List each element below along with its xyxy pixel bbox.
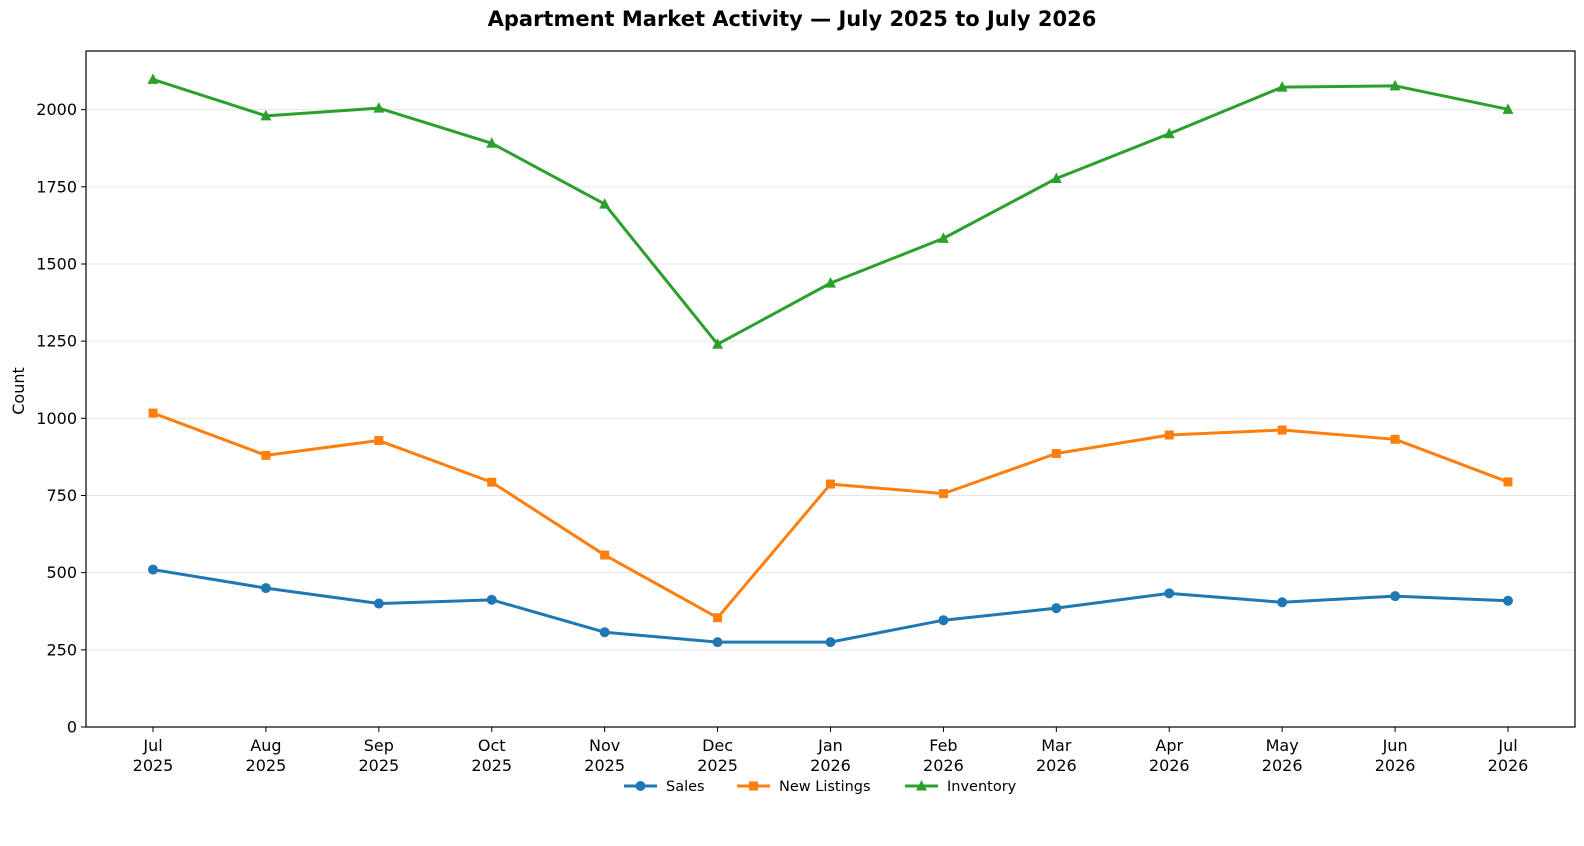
data-point-new-listings xyxy=(1164,430,1174,440)
x-tick-label-month: May xyxy=(1266,736,1299,755)
y-tick-label: 1250 xyxy=(36,332,77,351)
data-point-inventory xyxy=(1163,127,1175,139)
legend-label-inventory: Inventory xyxy=(947,779,1017,795)
legend-label-sales: Sales xyxy=(666,779,705,795)
data-point-inventory xyxy=(1389,79,1401,91)
x-tick-label-year: 2025 xyxy=(358,756,399,775)
data-point-sales xyxy=(1277,597,1288,608)
y-tick-label: 500 xyxy=(46,563,77,582)
x-tick-label-month: Nov xyxy=(589,736,620,755)
data-point-sales xyxy=(1503,595,1513,606)
x-tick-label-year: 2026 xyxy=(1262,756,1303,775)
data-point-sales xyxy=(825,637,836,648)
x-tick-label-year: 2025 xyxy=(697,756,738,775)
legend-marker-inventory xyxy=(916,780,927,791)
data-point-sales xyxy=(1164,588,1175,599)
plot-area-frame xyxy=(85,50,1576,728)
data-point-new-listings xyxy=(1390,434,1400,444)
x-tick-label-month: Aug xyxy=(250,736,281,755)
data-point-sales xyxy=(486,594,497,605)
data-point-inventory xyxy=(599,198,611,209)
data-point-new-listings xyxy=(1503,477,1513,487)
x-tick-label-year: 2026 xyxy=(1036,756,1077,775)
chart-title: Apartment Market Activity — July 2025 to… xyxy=(488,7,1097,31)
data-point-sales xyxy=(1390,591,1401,602)
data-point-sales xyxy=(1051,603,1062,614)
x-tick-label-month: Jul xyxy=(1497,736,1517,755)
data-point-sales xyxy=(938,615,949,626)
data-point-new-listings xyxy=(826,479,835,489)
data-point-inventory xyxy=(1502,103,1514,114)
x-tick-label-month: Sep xyxy=(364,736,394,755)
x-tick-label-year: 2026 xyxy=(1488,756,1529,775)
data-point-sales xyxy=(712,637,723,648)
x-tick-label-year: 2025 xyxy=(471,756,512,775)
x-tick-label-year: 2026 xyxy=(810,756,851,775)
data-point-new-listings xyxy=(487,477,497,487)
x-tick-label-month: Mar xyxy=(1041,736,1072,755)
data-point-inventory xyxy=(1276,81,1288,92)
y-tick-label: 250 xyxy=(46,640,77,659)
data-point-inventory xyxy=(260,109,272,121)
data-point-new-listings xyxy=(374,436,384,446)
x-tick-label-year: 2026 xyxy=(1375,756,1416,775)
data-point-inventory xyxy=(825,277,836,288)
y-tick-label: 2000 xyxy=(36,100,77,119)
data-point-new-listings xyxy=(1277,425,1287,435)
x-tick-label-month: Feb xyxy=(929,736,957,755)
legend-marker-new-listings xyxy=(749,781,758,791)
data-point-inventory xyxy=(486,137,498,148)
data-point-new-listings xyxy=(600,550,610,560)
y-tick-label: 0 xyxy=(67,718,77,737)
data-point-sales xyxy=(599,627,610,638)
legend: Sales New Listings Inventory xyxy=(624,779,1017,795)
x-tick-label-year: 2025 xyxy=(584,756,625,775)
x-tick-label-month: Jun xyxy=(1382,736,1408,755)
data-point-inventory xyxy=(712,338,724,349)
y-tick-label: 1750 xyxy=(36,177,77,196)
gridlines xyxy=(86,109,1575,651)
data-point-sales xyxy=(148,564,158,575)
data-point-new-listings xyxy=(713,613,723,623)
x-tick-label-month: Oct xyxy=(478,736,506,755)
data-point-new-listings xyxy=(148,408,158,418)
x-tick-label-year: 2026 xyxy=(1149,756,1190,775)
series-line-inventory xyxy=(152,77,1509,346)
data-point-inventory xyxy=(1050,172,1062,183)
x-tick-label-month: Apr xyxy=(1155,736,1183,755)
data-point-inventory xyxy=(373,102,385,113)
data-point-new-listings xyxy=(261,450,271,460)
data-point-sales xyxy=(373,598,384,609)
series-line-sales xyxy=(152,568,1509,644)
y-tick-label: 1500 xyxy=(36,254,77,273)
data-point-sales xyxy=(260,583,271,594)
x-tick-label-year: 2025 xyxy=(246,756,287,775)
legend-marker-sales xyxy=(635,781,646,791)
x-tick-label-year: 2025 xyxy=(133,756,174,775)
data-point-new-listings xyxy=(938,489,948,499)
x-tick-label-month: Jul xyxy=(142,736,162,755)
data-point-inventory xyxy=(937,232,949,243)
y-axis: 0 250 500 750 1000 1250 1500 1750 2000 xyxy=(36,100,86,737)
y-axis-label: Count xyxy=(9,367,28,415)
data-point-inventory xyxy=(147,73,159,84)
series-line-new-listings xyxy=(152,411,1509,620)
x-tick-label-month: Dec xyxy=(702,736,733,755)
y-tick-label: 750 xyxy=(46,486,77,505)
x-tick-label-month: Jan xyxy=(817,736,843,755)
x-axis: Jul2025Aug2025Sep2025Oct2025Nov2025Dec20… xyxy=(133,727,1529,775)
x-tick-label-year: 2026 xyxy=(923,756,964,775)
y-tick-label: 1000 xyxy=(36,409,77,428)
data-point-new-listings xyxy=(1051,449,1061,459)
legend-label-new-listings: New Listings xyxy=(779,779,871,795)
series-group xyxy=(147,73,1514,648)
